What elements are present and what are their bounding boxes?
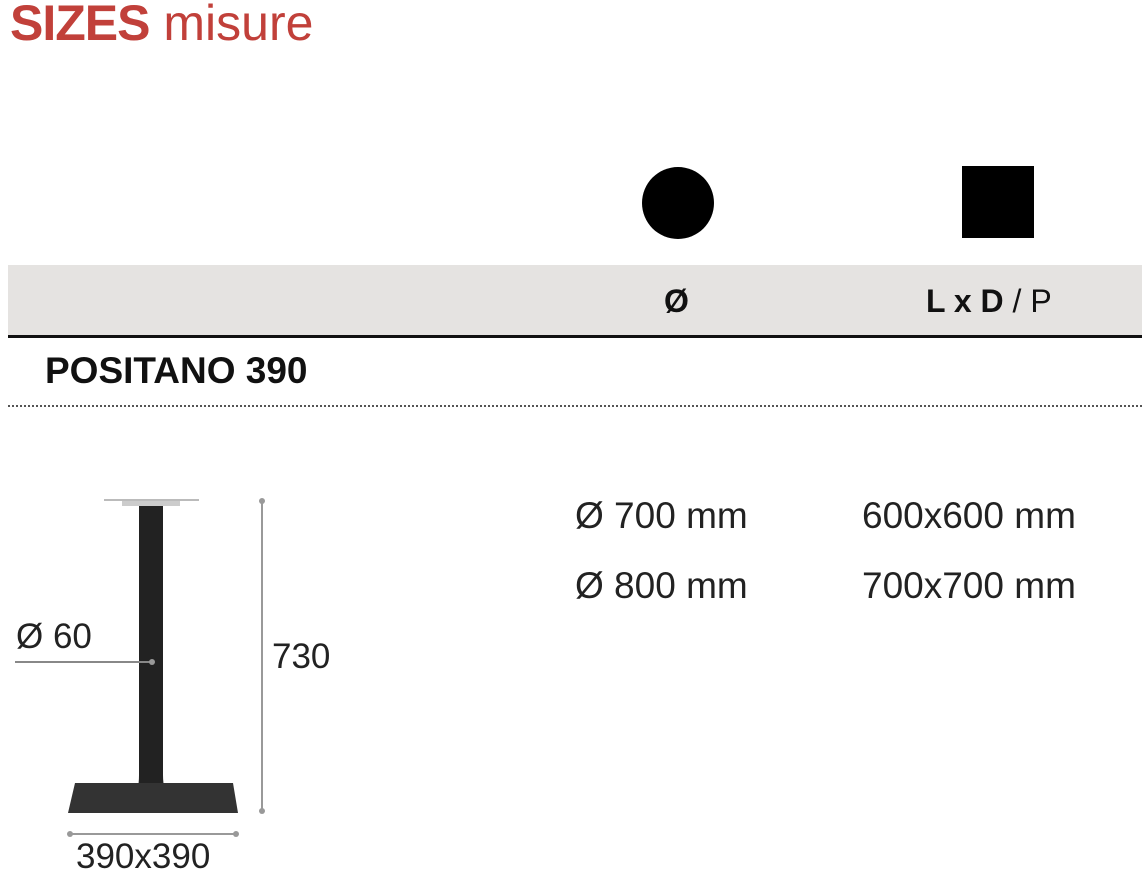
page-title: SIZES misure bbox=[10, 0, 313, 52]
ld-label: L x D bbox=[926, 283, 1004, 319]
p-label: / P bbox=[1012, 283, 1052, 319]
base-size-label: 390x390 bbox=[76, 837, 211, 876]
table-base-drawing bbox=[15, 498, 265, 837]
square-size-1: 600x600 mm bbox=[862, 495, 1076, 536]
table-header bbox=[8, 265, 1142, 338]
circle-shape-icon bbox=[642, 167, 714, 239]
square-shape-icon bbox=[962, 166, 1034, 238]
title-bold: SIZES bbox=[10, 0, 150, 51]
title-light: misure bbox=[163, 0, 314, 51]
diameter-header: Ø bbox=[664, 283, 689, 319]
ld-header: L x D / P bbox=[926, 283, 1052, 320]
column-diameter-label: Ø 60 bbox=[16, 617, 92, 656]
round-size-2: Ø 800 mm bbox=[575, 565, 748, 606]
dotted-divider bbox=[8, 405, 1142, 407]
square-size-2: 700x700 mm bbox=[862, 565, 1076, 606]
product-name: POSITANO 390 bbox=[45, 350, 308, 391]
height-label: 730 bbox=[272, 637, 331, 676]
round-size-1: Ø 700 mm bbox=[575, 495, 748, 536]
